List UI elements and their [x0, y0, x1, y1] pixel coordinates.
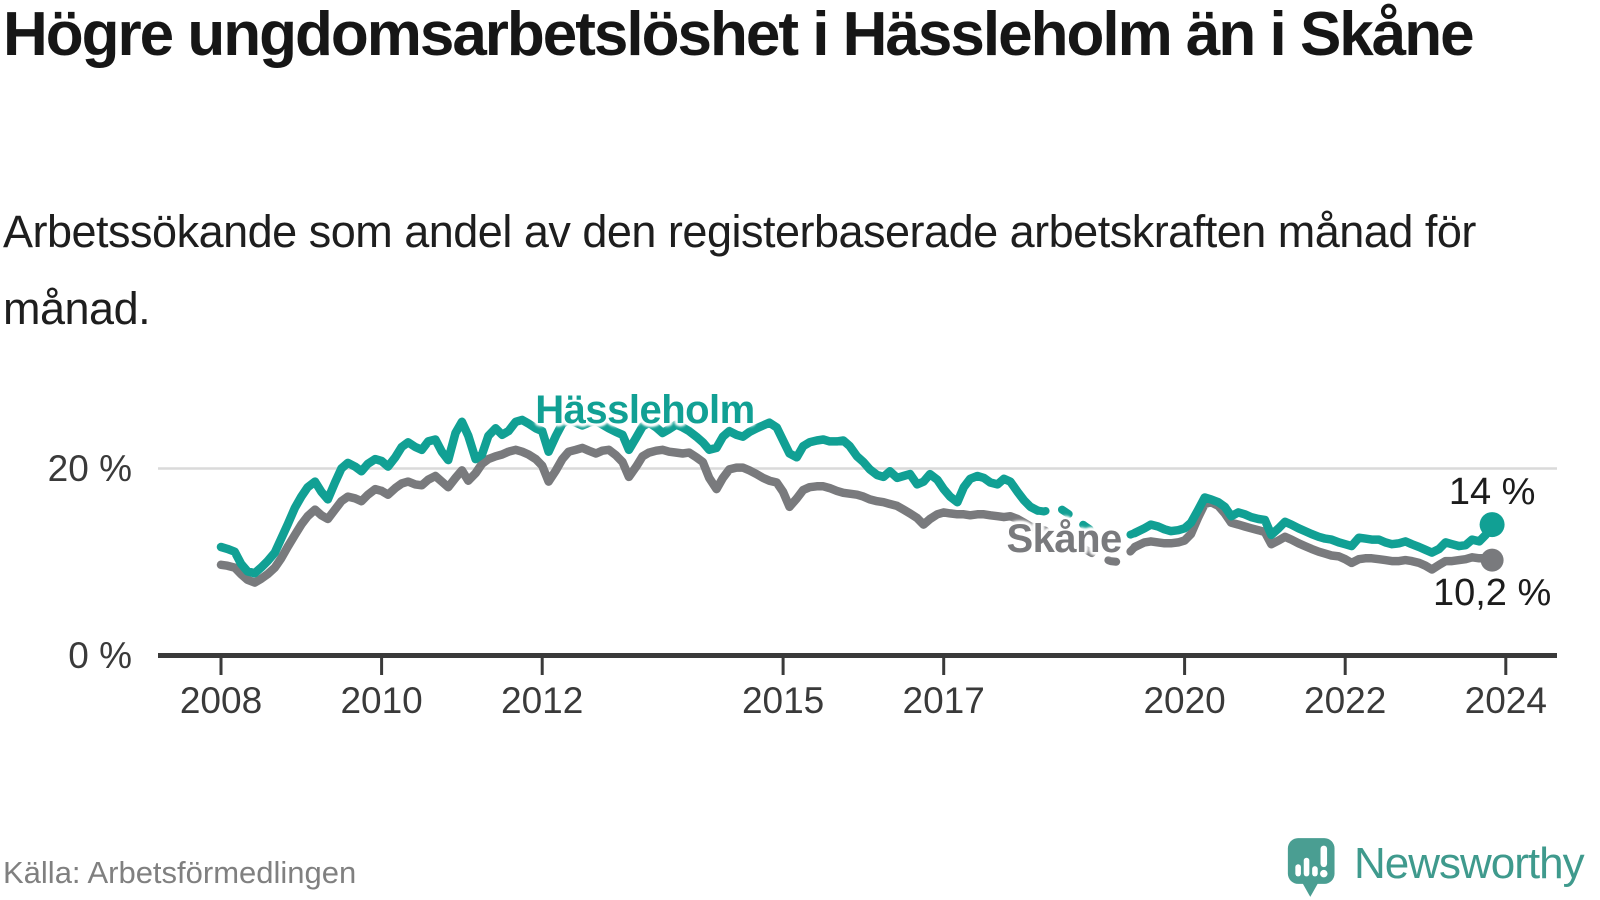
x-axis-label: 2020: [1143, 680, 1226, 721]
x-axis-label: 2012: [501, 680, 584, 721]
logo-speech-bubble: [1287, 838, 1335, 884]
hassleholm-line: [1130, 493, 1497, 557]
hassleholm-line: [216, 415, 1042, 578]
newsworthy-branding: Newsworthy: [1286, 834, 1598, 900]
end-value-label-skane: 10,2 %: [1432, 572, 1552, 615]
x-axis-label: 2010: [340, 680, 423, 721]
x-axis-label: 2015: [741, 680, 825, 721]
logo-bar-1: [1295, 864, 1301, 877]
source-note: Källa: Arbetsförmedlingen: [3, 855, 357, 890]
logo-bar-2: [1303, 857, 1310, 877]
y-axis-label-0: 0 %: [68, 634, 132, 676]
newsworthy-logo-icon: [1287, 838, 1335, 897]
series-label-hassleholm: Hässleholm: [535, 387, 755, 432]
x-axis-label: 2024: [1464, 680, 1547, 721]
logo-exclamation-stem: [1320, 845, 1328, 868]
y-axis-label-20: 20 %: [47, 447, 132, 489]
hassleholm-end-dot: [1479, 512, 1505, 538]
x-axis-label: 2022: [1304, 680, 1387, 721]
x-axis-label: 2017: [902, 680, 985, 721]
logo-exclamation-dot: [1320, 869, 1328, 878]
skane-end-dot: [1480, 548, 1504, 572]
chart-subtitle: Arbetssökande som andel av den registerb…: [3, 206, 1476, 334]
chart-title: Högre ungdomsarbetslöshet i Hässleholm ä…: [3, 0, 1475, 69]
newsworthy-wordmark: Newsworthy: [1354, 839, 1585, 888]
logo-bar-3: [1312, 866, 1318, 877]
series-label-skane: Skåne: [1006, 517, 1122, 562]
end-value-label-hassleholm: 14 %: [1448, 470, 1536, 513]
dashed-hassleholm-line: [1033, 502, 1139, 544]
skane-line: [216, 443, 1042, 587]
x-axis-label: 2008: [179, 680, 263, 721]
logo-bubble-tail: [1301, 882, 1319, 897]
dashed-skane-line: [1033, 524, 1139, 566]
